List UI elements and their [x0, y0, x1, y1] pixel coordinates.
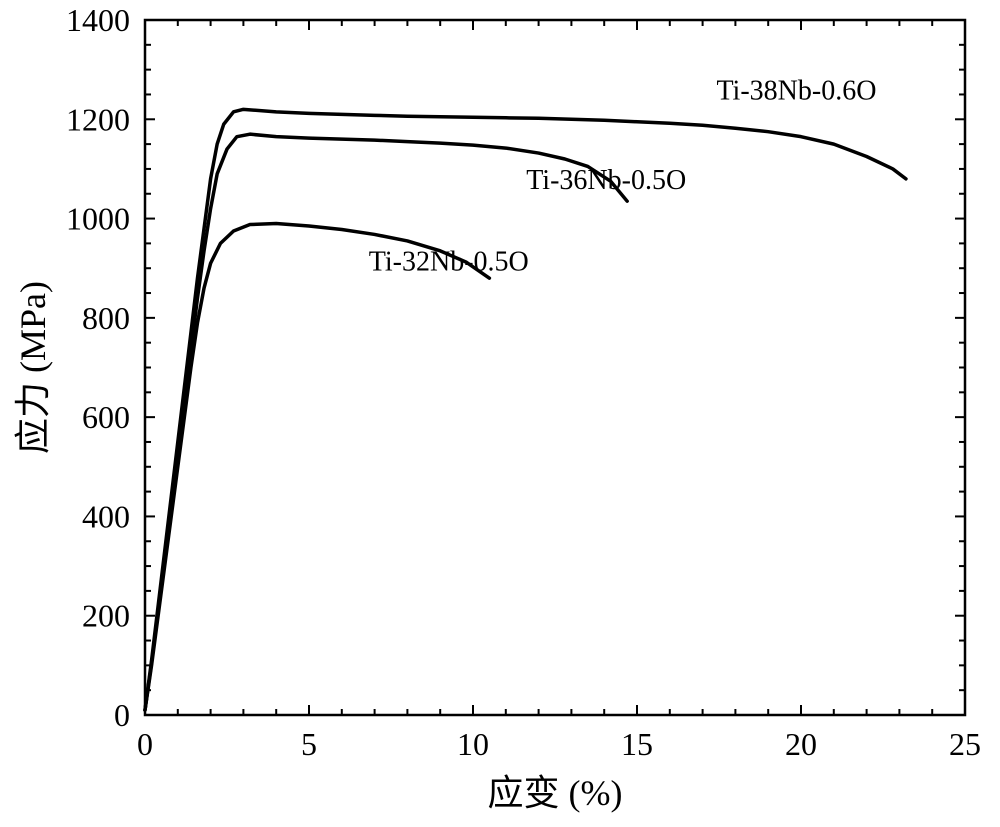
x-tick-label: 25: [949, 726, 981, 762]
series-label-Ti-38Nb-0.6O: Ti-38Nb-0.6O: [716, 75, 876, 106]
series-line-Ti-38Nb-0.6O: [145, 109, 906, 710]
y-tick-label: 800: [82, 300, 130, 336]
y-tick-label: 0: [114, 697, 130, 733]
series-label-Ti-36Nb-0.5O: Ti-36Nb-0.5O: [526, 165, 686, 196]
x-tick-label: 5: [301, 726, 317, 762]
series-label-Ti-32Nb-0.5O: Ti-32Nb-0.5O: [369, 247, 529, 278]
x-tick-label: 15: [621, 726, 653, 762]
y-tick-label: 600: [82, 399, 130, 435]
plot-border: [145, 20, 965, 715]
y-tick-label: 1400: [66, 2, 130, 38]
x-tick-label: 10: [457, 726, 489, 762]
y-tick-label: 1000: [66, 201, 130, 237]
y-tick-label: 200: [82, 598, 130, 634]
x-tick-label: 20: [785, 726, 817, 762]
y-tick-label: 1200: [66, 101, 130, 137]
y-tick-label: 400: [82, 498, 130, 534]
series-line-Ti-36Nb-0.5O: [145, 134, 627, 710]
x-axis-label: 应变 (%): [488, 773, 623, 813]
x-tick-label: 0: [137, 726, 153, 762]
stress-strain-chart: 0 5 10 15 20 25 0 200 400 600 800 1000 1200 1400 应变 (%…: [0, 0, 1000, 827]
y-axis-label: 应力 (MPa): [13, 281, 53, 454]
chart-svg: 0 5 10 15 20 25 0 200 400 600 800 1000 1200 1400 应变 (%…: [0, 0, 1000, 827]
